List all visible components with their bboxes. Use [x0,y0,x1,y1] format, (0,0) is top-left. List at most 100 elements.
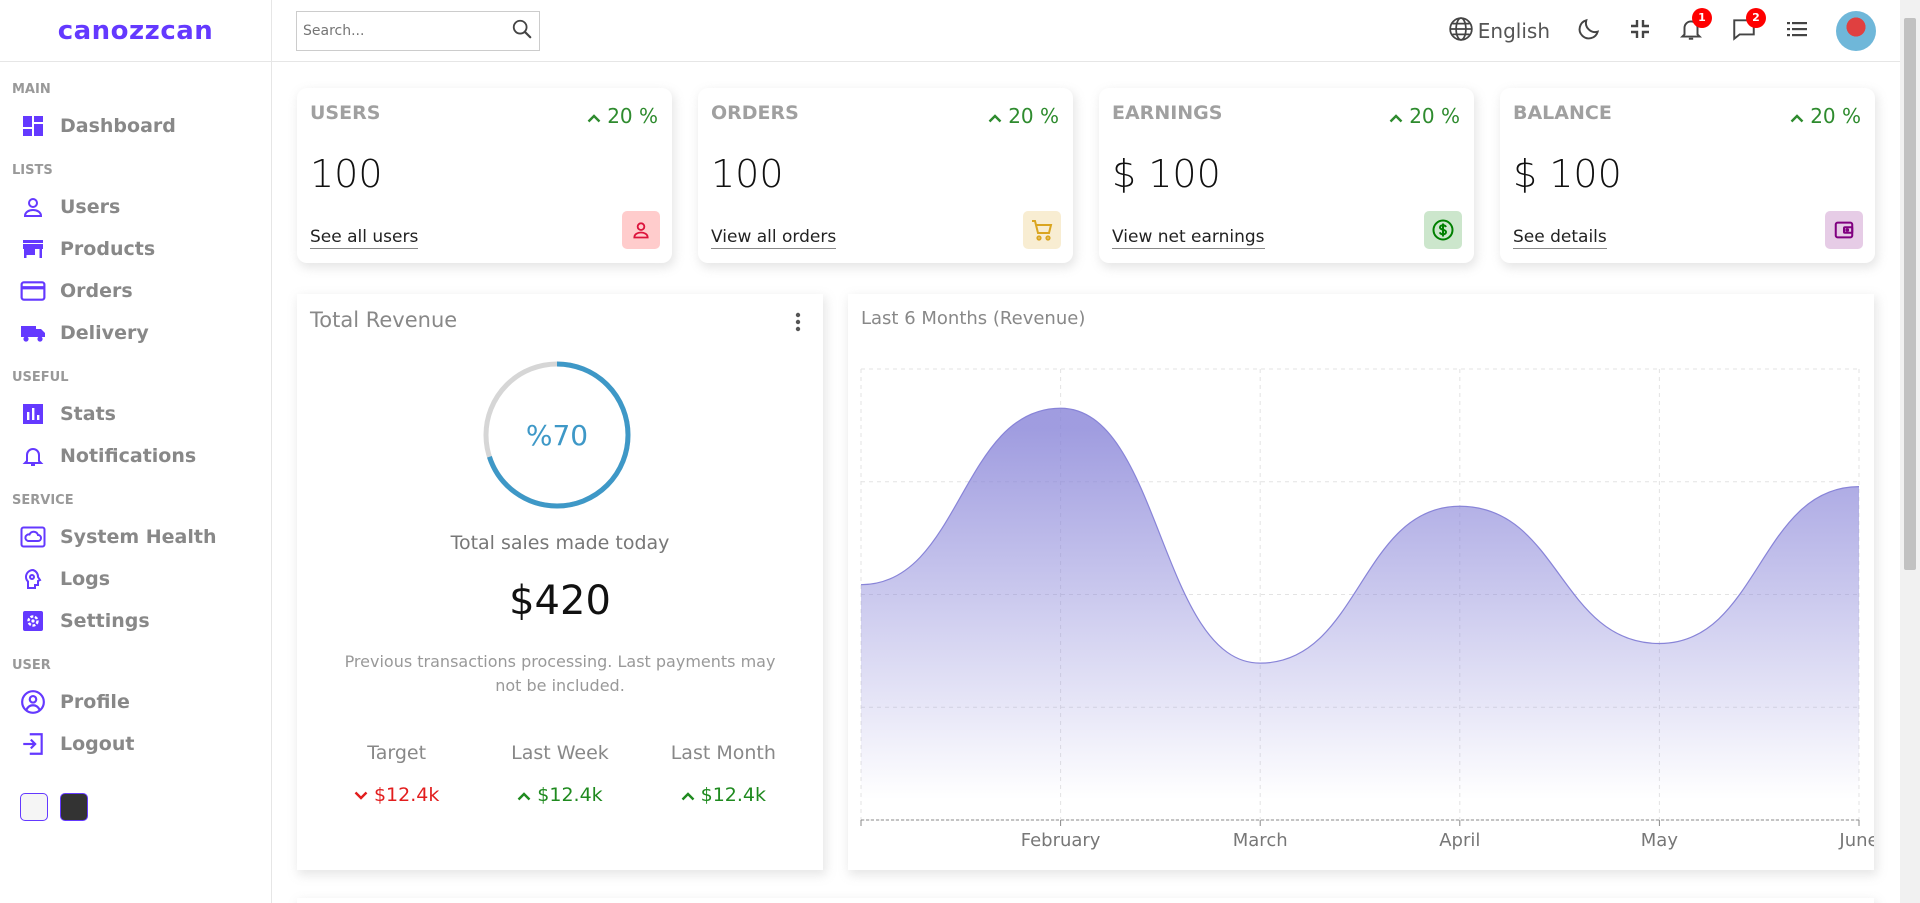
widget-link[interactable]: See all users [310,227,419,249]
dark-theme-button[interactable] [60,793,88,821]
user-icon [20,194,46,220]
featured-subtitle: Total sales made today [450,532,670,554]
bar-chart-icon [20,401,46,427]
person-icon [622,211,660,249]
search-input[interactable] [303,22,511,39]
settings-icon [20,608,46,634]
search-box [296,10,540,51]
widget-link[interactable]: View all orders [711,227,837,249]
summary-item: Last Month $12.4k [648,742,798,806]
sidebar-item-orders[interactable]: Orders [0,270,271,312]
widget-link[interactable]: View net earnings [1112,227,1265,249]
messages-button[interactable]: 2 [1730,7,1766,46]
chevron-up-icon [1790,104,1804,128]
sidebar-item-label: Users [60,196,121,218]
sidebar-item-settings[interactable]: Settings [0,600,271,642]
sidebar-item-label: Stats [60,403,116,425]
light-theme-button[interactable] [20,793,48,821]
revenue-chart: Last 6 Months (Revenue) February March Apr… [848,294,1874,870]
featured-description: Previous transactions processing. Last p… [344,652,776,695]
moon-icon [1576,16,1602,46]
wallet-icon [1825,211,1863,249]
summary-value-row: $12.4k [485,784,635,806]
chart-x-tick-label: May [1641,830,1679,851]
summary-item: Last Week $12.4k [485,742,635,806]
sidebar: canozzcan MAIN Dashboard LISTS Users Product… [0,0,272,903]
cart-icon [1023,211,1061,249]
widget-percentage: 20 % [988,104,1059,128]
sidebar-item-logs[interactable]: Logs [0,558,271,600]
sidebar-item-label: Logout [60,733,135,755]
widget-title: USERS [310,102,381,124]
sidebar-menu: MAIN Dashboard LISTS Users Products Orders Del… [0,82,271,765]
featured-card: Total Revenue %70 Total sales made today… [297,294,823,870]
scrollbar[interactable] [1900,0,1920,903]
sidebar-item-label: Products [60,238,156,260]
chart-x-tick-label: February [1021,830,1101,851]
dark-mode-toggle[interactable] [1576,16,1602,46]
featured-title: Total Revenue [310,308,458,332]
widget-title: EARNINGS [1112,102,1223,124]
widget-percentage-value: 20 % [607,104,658,128]
progress-text: %70 [525,418,589,452]
language-label: English [1477,18,1550,43]
summary-title: Target [367,742,427,764]
sidebar-item-label: System Health [60,526,217,548]
fullscreen-exit-icon [1628,17,1652,45]
sidebar-item-users[interactable]: Users [0,186,271,228]
summary-value-row: $12.4k [322,784,472,806]
notifications-button[interactable]: 1 [1678,7,1712,46]
summary-value-row: $12.4k [648,784,798,806]
globe-icon [1448,16,1474,46]
dollar-icon [1424,211,1462,249]
sidebar-item-products[interactable]: Products [0,228,271,270]
fullscreen-exit-button[interactable] [1628,17,1652,45]
sidebar-section-title: USEFUL [12,370,69,385]
widget-percentage-value: 20 % [1409,104,1460,128]
more-vert-icon[interactable] [795,312,801,336]
sidebar-section: LISTS Users Products Orders Delivery [0,163,271,354]
sidebar-item-profile[interactable]: Profile [0,681,271,723]
bell-icon [20,443,46,469]
widget-earnings: EARNINGS 20 % $ 100 View net earnings [1099,88,1474,263]
notifications-counter: 1 [1692,7,1712,28]
scrollbar-thumb[interactable] [1904,18,1916,570]
progress-circle: %70 [482,360,632,510]
widget-link[interactable]: See details [1513,227,1607,249]
sidebar-item-dashboard[interactable]: Dashboard [0,105,271,147]
featured-amount: $420 [509,578,611,624]
logo[interactable]: canozzcan [57,15,214,46]
sidebar-section: USER Profile Logout [0,658,271,765]
theme-options [0,793,271,821]
avatar-button[interactable] [1836,10,1876,51]
sidebar-item-system-health[interactable]: System Health [0,516,271,558]
store-icon [20,236,46,262]
language-selector[interactable]: English [1448,16,1550,46]
sidebar-section-title: MAIN [12,82,51,97]
widget-title: BALANCE [1513,102,1612,124]
chart-x-tick-label: March [1233,830,1288,851]
list-icon [1784,17,1810,45]
sidebar-item-notifications[interactable]: Notifications [0,435,271,477]
sidebar-item-stats[interactable]: Stats [0,393,271,435]
widget-orders: ORDERS 20 % 100 View all orders [698,88,1073,263]
widget-counter: 100 [310,152,383,196]
nav-items: English 1 2 [1422,7,1876,51]
summary-title: Last Month [670,742,776,764]
chevron-up-icon [681,784,695,806]
widget-counter: 100 [711,152,784,196]
search-icon[interactable] [511,18,533,44]
widget-percentage-value: 20 % [1008,104,1059,128]
widget-percentage: 20 % [1790,104,1861,128]
list-button[interactable] [1784,17,1810,45]
sidebar-item-logout[interactable]: Logout [0,723,271,765]
sidebar-item-label: Delivery [60,322,149,344]
bottom-card-edge [297,898,1874,903]
widget-percentage: 20 % [587,104,658,128]
widget-percentage-value: 20 % [1810,104,1861,128]
account-circle-icon [20,689,46,715]
logout-icon [20,731,46,757]
summary-value: $12.4k [700,784,767,806]
chevron-down-icon [354,784,368,806]
sidebar-item-delivery[interactable]: Delivery [0,312,271,354]
